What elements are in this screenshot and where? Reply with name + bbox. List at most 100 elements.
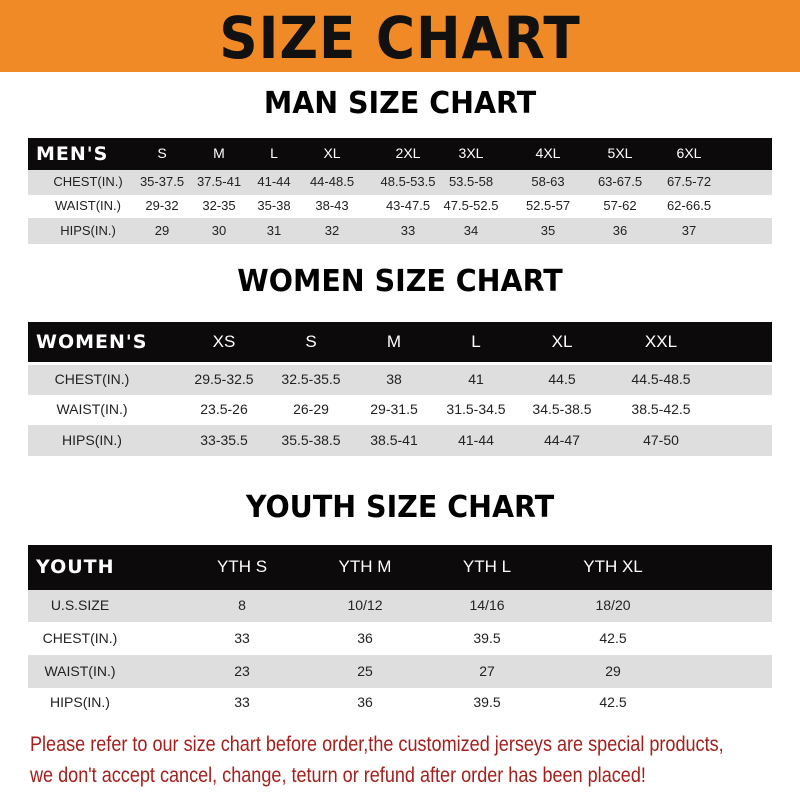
table-cell: 52.5-57 (525, 198, 571, 213)
size-header: 2XL (395, 145, 421, 161)
table-cell: 32.5-35.5 (281, 371, 341, 387)
table-cell: 35 (540, 222, 556, 238)
table-cell: 26-29 (293, 401, 329, 417)
women-header-label: WOMEN'S (36, 330, 148, 353)
size-header: XL (323, 145, 341, 161)
table-cell: 42.5 (599, 694, 627, 710)
table-cell: 34.5-38.5 (532, 401, 592, 417)
table-cell: 36 (357, 694, 373, 710)
size-header: YTH XL (583, 557, 643, 576)
notice-line-2: we don't accept cancel, change, teturn o… (30, 764, 646, 787)
size-header: 4XL (535, 145, 561, 161)
table-row: WAIST(IN.) 23 25 27 29 (28, 655, 772, 688)
table-cell: 33 (400, 222, 416, 238)
size-chart-banner: SIZE CHART (0, 0, 800, 72)
table-cell: 39.5 (473, 629, 501, 646)
table-cell: 30 (211, 222, 227, 238)
table-cell: 53.5-58 (448, 174, 494, 189)
table-cell: 33 (234, 694, 250, 710)
size-header: 3XL (458, 145, 484, 161)
table-cell: 44.5 (548, 371, 576, 387)
table-cell: 29 (154, 222, 170, 238)
table-row: CHEST(IN.) 33 36 39.5 42.5 (28, 622, 772, 655)
table-cell: 37.5-41 (196, 174, 242, 189)
table-cell: 29 (605, 662, 621, 679)
size-header: S (157, 145, 167, 161)
table-cell: 23 (234, 662, 250, 679)
table-cell: 67.5-72 (666, 174, 712, 189)
row-label: U.S.SIZE (50, 597, 110, 613)
table-cell: 41-44 (257, 174, 291, 189)
table-cell: 32-35 (202, 198, 236, 213)
row-label: WAIST(IN.) (56, 401, 128, 417)
table-cell: 35-37.5 (139, 174, 185, 189)
table-cell: 33-35.5 (200, 431, 248, 448)
table-cell: 58-63 (531, 174, 565, 189)
table-cell: 14/16 (469, 597, 505, 613)
size-header: XL (551, 331, 573, 351)
size-header: L (270, 145, 278, 161)
row-label: CHEST(IN.) (42, 629, 118, 646)
table-cell: 8 (238, 597, 246, 613)
row-label: WAIST(IN.) (55, 198, 121, 213)
table-cell: 44-47 (544, 431, 580, 448)
youth-size-table: YOUTH YTH S YTH M YTH L YTH XL U.S.SIZE 8 10/12… (28, 545, 772, 718)
table-cell: 35-38 (257, 198, 291, 213)
table-cell: 41-44 (458, 431, 494, 448)
table-cell: 38.5-42.5 (631, 401, 691, 417)
row-label: HIPS(IN.) (62, 431, 122, 448)
women-size-table: WOMEN'S XS S M L XL XXL CHEST(IN.) 29.5-32.5 32.5… (28, 322, 772, 456)
row-label: CHEST(IN.) (54, 371, 130, 387)
table-row: U.S.SIZE 8 10/12 14/16 18/20 (28, 590, 772, 622)
table-cell: 23.5-26 (200, 401, 248, 417)
men-header-label: MEN'S (36, 142, 109, 165)
table-cell: 33 (234, 629, 250, 646)
table-cell: 31.5-34.5 (446, 401, 506, 417)
table-cell: 39.5 (473, 694, 501, 710)
table-cell: 10/12 (347, 597, 383, 613)
men-size-table: MEN'S S M L XL 2XL 3XL 4XL 5XL 6XL CHEST(IN.) 35-37… (28, 138, 772, 244)
table-cell: 32 (324, 222, 340, 238)
table-cell: 34 (463, 222, 479, 238)
size-header: YTH S (216, 557, 268, 576)
women-header-row: WOMEN'S XS S M L XL XXL (28, 322, 772, 362)
table-row: CHEST(IN.) 35-37.5 37.5-41 41-44 44-48.5 48.5… (28, 170, 772, 195)
table-row: HIPS(IN.) 29 30 31 32 33 34 35 36 37 (28, 218, 772, 244)
size-header: XXL (644, 331, 678, 351)
table-cell: 31 (266, 222, 282, 238)
table-cell: 35.5-38.5 (281, 431, 341, 448)
table-cell: 62-66.5 (666, 198, 712, 213)
size-header: S (305, 331, 317, 351)
table-cell: 38.5-41 (370, 431, 418, 448)
table-cell: 37 (681, 222, 697, 238)
size-header: 6XL (676, 145, 702, 161)
table-cell: 36 (612, 222, 628, 238)
table-row: WAIST(IN.) 29-32 32-35 35-38 38-43 43-47.5 47.… (28, 195, 772, 218)
youth-header-row: YOUTH YTH S YTH M YTH L YTH XL (28, 545, 772, 590)
men-section-title: MAN SIZE CHART (263, 86, 537, 121)
size-header: M (386, 331, 402, 351)
notice-line-1: Please refer to our size chart before or… (30, 733, 724, 756)
table-cell: 38 (386, 371, 402, 387)
table-cell: 29.5-32.5 (194, 371, 254, 387)
table-cell: 57-62 (603, 198, 637, 213)
youth-header-label: YOUTH (36, 556, 115, 578)
youth-section-title: YOUTH SIZE CHART (245, 490, 555, 525)
table-cell: 36 (357, 629, 373, 646)
size-header: XS (212, 331, 236, 351)
table-cell: 47-50 (643, 431, 679, 448)
banner-title: SIZE CHART (219, 4, 581, 72)
table-cell: 27 (479, 662, 495, 679)
table-cell: 63-67.5 (597, 174, 643, 189)
table-cell: 43-47.5 (385, 198, 431, 213)
women-section-title: WOMEN SIZE CHART (237, 264, 563, 299)
size-header: YTH M (338, 557, 392, 576)
table-row: WAIST(IN.) 23.5-26 26-29 29-31.5 31.5-34.5 34… (28, 395, 772, 425)
table-cell: 29-31.5 (370, 401, 418, 417)
row-label: CHEST(IN.) (53, 174, 123, 189)
table-cell: 44-48.5 (309, 174, 355, 189)
table-row: CHEST(IN.) 29.5-32.5 32.5-35.5 38 41 44.5 44.5… (28, 365, 772, 395)
size-header: L (471, 331, 481, 351)
table-cell: 38-43 (315, 198, 349, 213)
table-cell: 44.5-48.5 (631, 371, 691, 387)
